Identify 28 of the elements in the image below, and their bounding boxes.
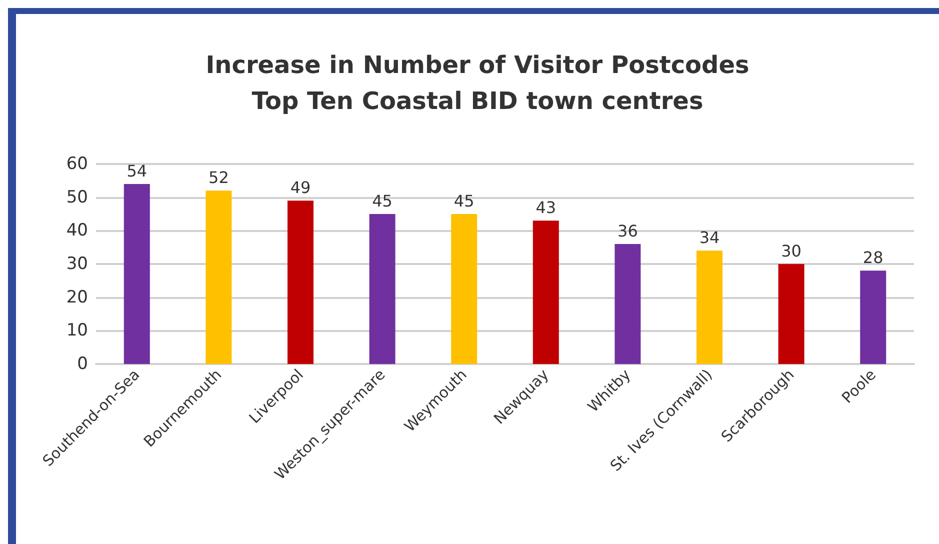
bar	[614, 244, 641, 364]
y-tick-label: 40	[66, 220, 88, 241]
data-label: 54	[126, 162, 148, 180]
y-tick-label: 20	[66, 287, 88, 308]
data-label: 30	[781, 242, 802, 260]
bar	[369, 214, 396, 364]
chart-title: Increase in Number of Visitor Postcodes Top Ten Coastal BID town centres	[206, 51, 750, 115]
y-tick-label: 10	[66, 320, 88, 341]
bar	[532, 220, 559, 364]
bar	[124, 184, 150, 364]
y-tick-label: 50	[66, 187, 88, 208]
bar	[288, 200, 314, 364]
y-tick-label: 0	[77, 354, 88, 374]
data-label: 45	[372, 192, 392, 210]
data-label: 34	[699, 228, 720, 248]
bar	[860, 270, 886, 364]
data-label: 45	[454, 192, 474, 210]
y-tick-label: 60	[66, 154, 88, 174]
bar	[778, 264, 804, 364]
bar	[451, 214, 478, 364]
data-label: 28	[862, 248, 884, 268]
y-tick-label: 30	[66, 254, 88, 274]
data-label: 49	[290, 178, 311, 198]
bar	[206, 190, 232, 364]
data-label: 52	[208, 168, 229, 188]
data-label: 43	[536, 198, 556, 218]
bar	[696, 250, 722, 364]
data-label: 36	[618, 222, 638, 240]
